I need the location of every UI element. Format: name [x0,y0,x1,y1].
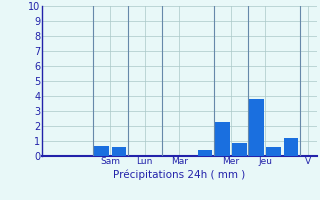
Bar [215,121,229,156]
Bar [94,146,109,156]
Bar [198,150,212,156]
Bar [249,99,264,156]
Bar [284,138,298,156]
Bar [112,147,126,156]
X-axis label: Précipitations 24h ( mm ): Précipitations 24h ( mm ) [113,169,245,180]
Bar [232,142,247,156]
Bar [267,147,281,156]
